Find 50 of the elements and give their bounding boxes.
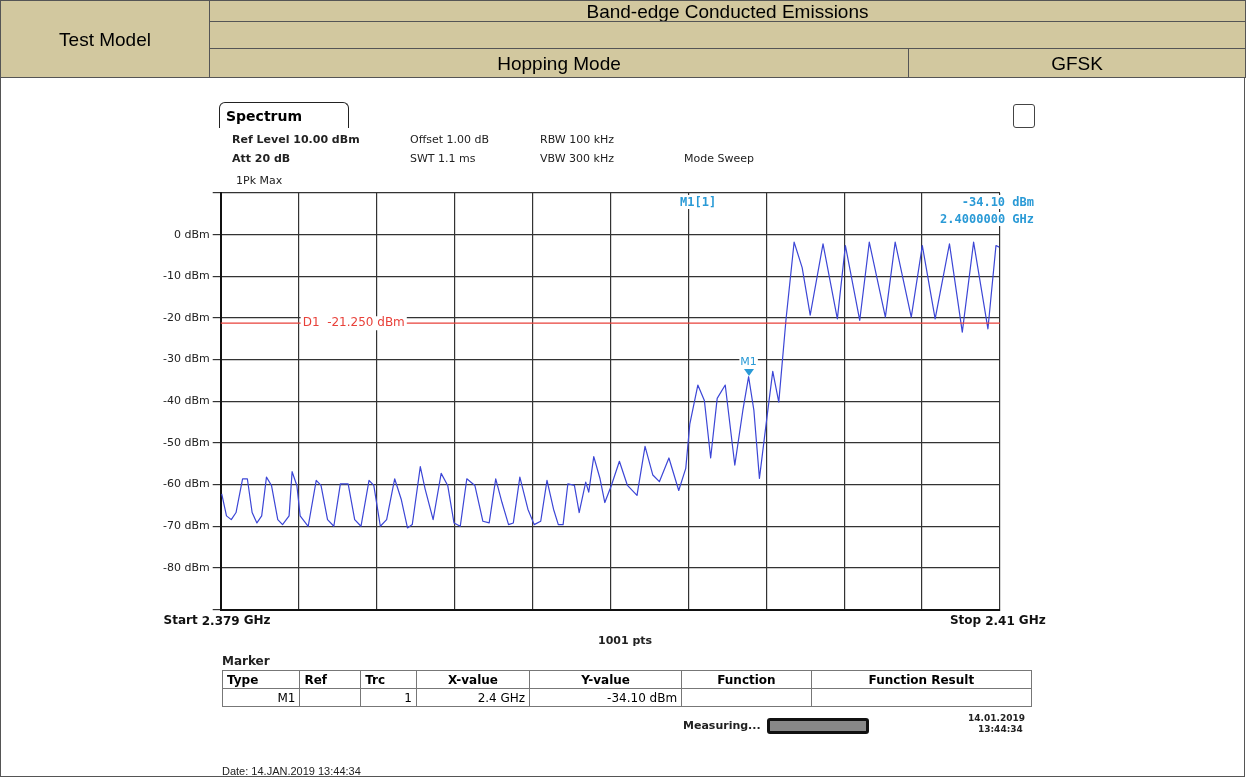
y-tick-label: -40 dBm [162,394,210,408]
text: RBW 100 kHz [540,133,615,146]
text: Marker [222,654,270,668]
text: VBW 300 kHz [540,152,614,165]
text: Trc [360,670,417,689]
text: Att 20 dB [232,152,291,165]
text: Mode Sweep [684,152,754,165]
annotation: M1 [740,355,757,369]
text: Ref [299,670,361,689]
text: X-value [416,670,530,689]
text: Type [222,670,300,689]
y-tick-label: -50 dBm [162,435,210,449]
ref-line-label: D1 -21.250 dBm [302,315,405,330]
text: GHz [1018,612,1046,627]
text: -34.10 dBm [529,688,682,707]
text: Measuring... [683,719,761,732]
text: 14.01.2019 [968,713,1025,723]
annotation: M1[1] [680,195,717,209]
text: GHz [243,612,271,627]
text: M1 [222,688,300,707]
text: Date: 14.JAN.2019 13:44:34 [222,765,361,777]
y-tick-label: -10 dBm [162,269,210,283]
annotation: 2.4000000 GHz [940,212,1034,226]
annotation: -34.10 dBm [961,195,1034,209]
text: 1001 pts [598,634,653,647]
text: Spectrum [219,102,349,128]
text: Stop [949,612,982,627]
chart-title: Band-edge Conducted Emissions [209,0,1246,22]
text: 13:44:34 [978,724,1023,734]
y-tick-label: 0 dBm [173,227,210,241]
y-tick-label: -30 dBm [162,352,210,366]
y-tick-label: -70 dBm [162,519,210,533]
text: GFSK [908,48,1246,78]
text: 1Pk Max [236,174,283,187]
text: 1 [360,688,417,707]
y-tick-label: -60 dBm [162,477,210,491]
text: Hopping Mode [209,48,909,78]
text: SWT 1.1 ms [410,152,476,165]
y-tick-label: -80 dBm [162,560,210,574]
text: Function [681,670,812,689]
x-tick-label: 2.379 [201,613,240,628]
text: Offset 1.00 dB [410,133,490,146]
text: Test Model [0,0,210,78]
y-tick-label: -20 dBm [162,310,210,324]
x-tick-label: 2.41 [985,613,1015,628]
text: Ref Level 10.00 dBm [232,133,360,146]
text: 2.4 GHz [416,688,530,707]
text: Y-value [529,670,682,689]
text: Function Result [811,670,1032,689]
text: Start [163,612,198,627]
